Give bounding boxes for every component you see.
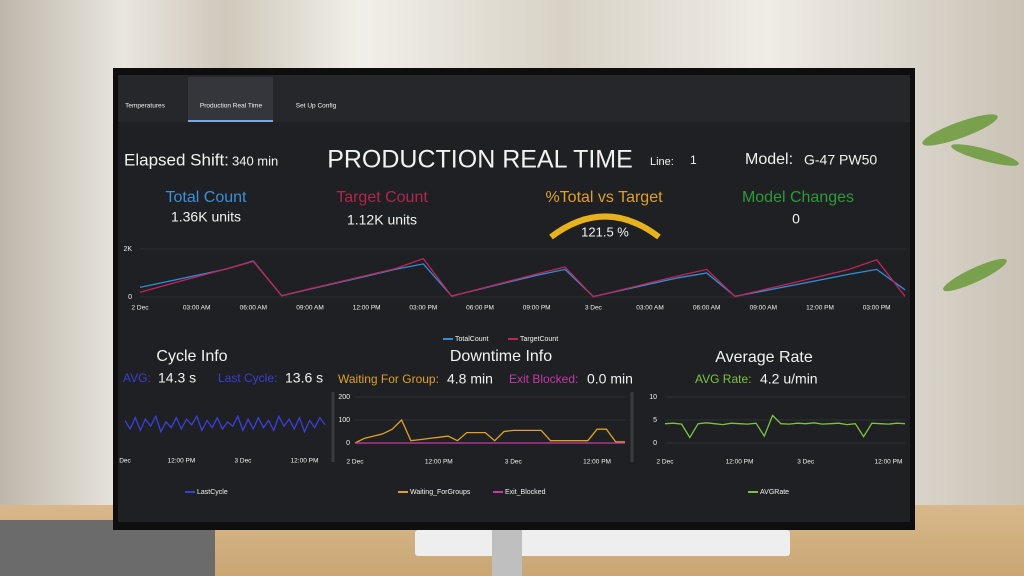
x-tick-label: 06:00 PM [466,305,494,312]
legend-label: Waiting_ForGroups [410,489,471,496]
kpi-label: Total Count [166,189,247,206]
x-tick-label: 03:00 PM [863,305,891,312]
x-tick-label: 2 Dec [132,305,150,312]
panel-title: Average Rate [715,349,813,366]
screen [118,75,910,522]
elapsed-value: 340 min [232,153,278,168]
y-tick-label: 2K [123,246,132,253]
x-tick-label: 2 Dec [347,459,365,466]
page-title: PRODUCTION REAL TIME [327,146,633,174]
x-tick-label: 3 Dec [797,459,815,466]
kpi-value: 0 [792,211,800,227]
x-tick-label: 09:00 AM [750,305,777,312]
active-tab [188,77,273,122]
model-label: Model: [745,151,793,168]
x-tick-label: 09:00 PM [523,305,551,312]
series-line [139,257,906,298]
kpi-label: %Total vs Target [545,189,663,206]
x-tick-label: 3 Dec [585,305,603,312]
stat-label: Exit Blocked: [509,372,578,386]
y-tick-label: 100 [338,417,350,424]
stat-label: AVG: [123,371,151,385]
stat-value: 14.3 s [158,370,196,386]
y-tick-label: 10 [649,394,657,401]
x-tick-label: 06:00 AM [240,305,267,312]
kpi-value: 1.36K units [171,209,241,225]
series-line [354,418,625,444]
x-tick-label: 12:00 PM [167,458,195,465]
x-tick-label: 12:00 PM [291,458,319,465]
y-tick-label: 0 [346,440,350,447]
x-tick-label: 03:00 PM [409,305,437,312]
x-tick-label: 03:00 AM [636,305,663,312]
model-value: G-47 PW50 [804,152,877,168]
x-tick-label: 12:00 PM [875,459,903,466]
series-line [664,414,906,439]
line-value: 1 [690,153,697,167]
legend-label: Exit_Blocked [505,489,546,496]
x-tick-label: 03:00 AM [183,305,210,312]
y-tick-label: 5 [653,417,657,424]
stat-label: Waiting For Group: [338,372,439,386]
x-tick-label: 12:00 PM [583,459,611,466]
y-tick-label: 200 [338,394,350,401]
legend-label: TargetCount [520,336,558,343]
x-tick-label: 3 Dec [234,458,252,465]
x-tick-label: 12:00 PM [726,459,754,466]
tab[interactable]: Temperatures [125,103,165,110]
tab[interactable]: Set Up Config [296,103,337,110]
kpi-label: Model Changes [742,189,854,206]
legend-label: AVGRate [760,489,789,496]
legend-label: LastCycle [197,489,228,496]
stand [492,526,522,576]
y-tick-label: 0 [128,294,132,301]
plant [922,114,1019,292]
stat-value: 0.0 min [587,371,633,387]
tab[interactable]: Production Real Time [200,103,263,110]
stat-value: 13.6 s [285,370,323,386]
series-line [124,414,326,434]
y-tick-label: 0 [653,440,657,447]
gauge-arc [549,213,661,240]
x-tick-label: 2 Dec [657,459,675,466]
kpi-label: Target Count [336,189,428,206]
x-tick-label: 3 Dec [505,459,523,466]
kpi-value: 121.5 % [581,224,629,239]
stat-value: 4.2 u/min [760,371,818,387]
stat-value: 4.8 min [447,371,493,387]
panel-title: Cycle Info [156,348,227,365]
x-tick-label: 09:00 AM [296,305,323,312]
kpi-value: 1.12K units [347,212,417,228]
panel-title: Downtime Info [450,348,552,365]
stat-label: AVG Rate: [695,372,751,386]
line-label: Line: [650,156,674,168]
stat-label: Last Cycle: [218,371,277,385]
elapsed-label: Elapsed Shift: [124,150,229,169]
x-tick-label: 12:00 PM [806,305,834,312]
x-tick-label: 06:00 AM [693,305,720,312]
x-tick-label: 12:00 PM [353,305,381,312]
legend-label: TotalCount [455,336,489,343]
keyboard [415,530,790,556]
x-tick-label: 12:00 PM [425,459,453,466]
x-tick-label: Dec [119,458,131,465]
